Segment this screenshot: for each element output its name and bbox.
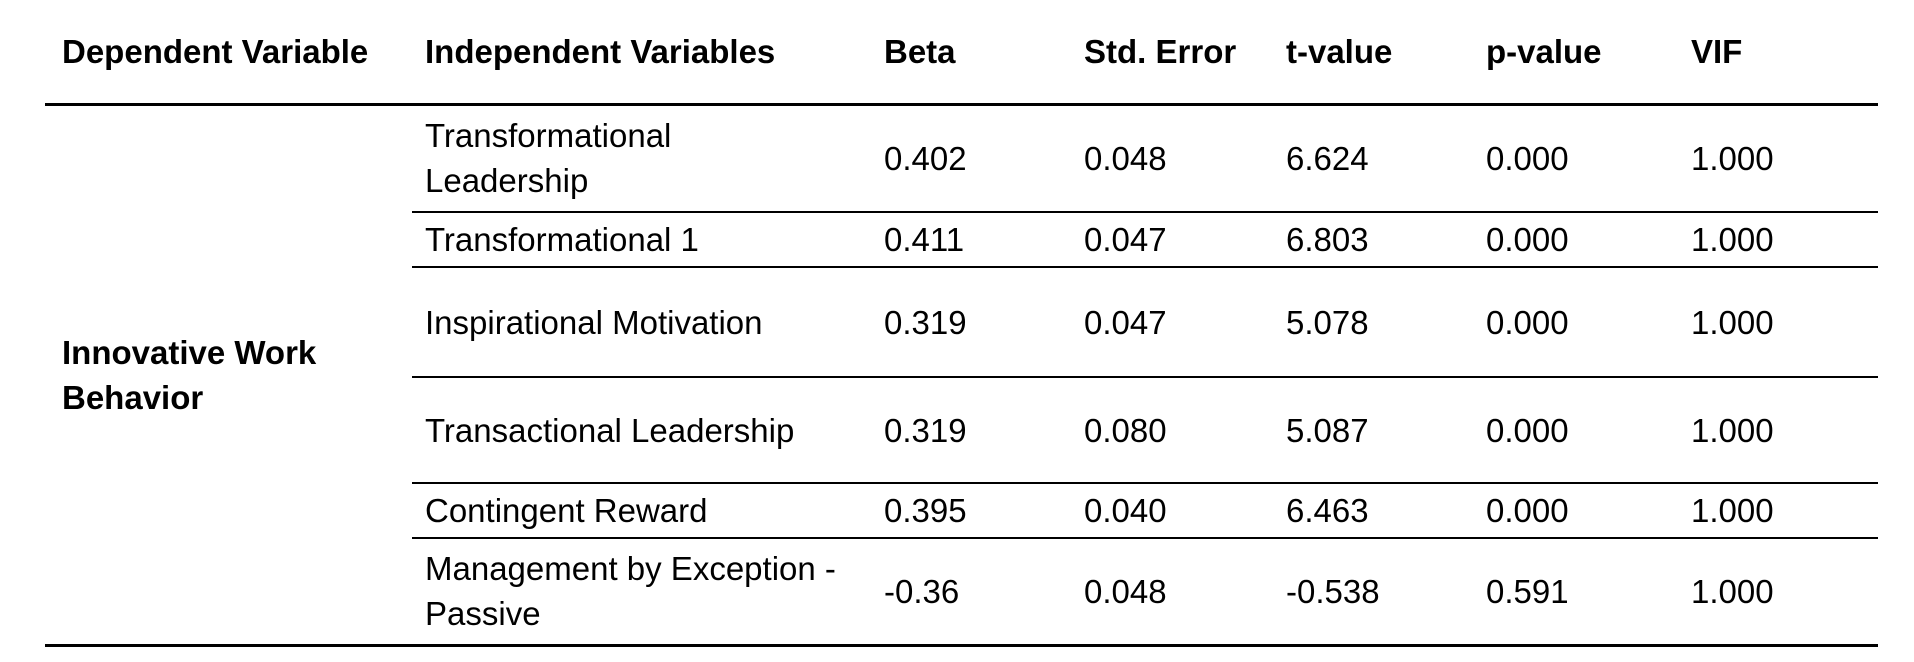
beta-cell: 0.411 — [870, 212, 1070, 268]
table-row: Transformational 1 0.411 0.047 6.803 0.0… — [45, 212, 1878, 268]
std-error-cell: 0.040 — [1070, 483, 1272, 539]
independent-variable-cell: Transactional Leadership — [412, 377, 870, 484]
table-row: Management by Exception - Passive -0.36 … — [45, 538, 1878, 647]
p-value-cell: 0.000 — [1472, 104, 1677, 213]
p-value-cell: 0.000 — [1472, 267, 1677, 378]
table-row: Innovative Work Behavior Transformationa… — [45, 104, 1878, 647]
vif-cell: 1.000 — [1677, 538, 1878, 647]
t-value-cell: 5.087 — [1272, 377, 1472, 484]
vif-cell: 1.000 — [1677, 212, 1878, 268]
beta-cell: 0.395 — [870, 483, 1070, 539]
column-header-t-value: t-value — [1272, 0, 1472, 106]
column-header-p-value: p-value — [1472, 0, 1677, 106]
table-row: Inspirational Motivation 0.319 0.047 5.0… — [45, 267, 1878, 378]
std-error-cell: 0.047 — [1070, 212, 1272, 268]
p-value-cell: 0.000 — [1472, 377, 1677, 484]
t-value-cell: 6.803 — [1272, 212, 1472, 268]
dependent-variable-cell: Innovative Work Behavior — [45, 104, 412, 647]
header-row: Dependent Variable Independent Variables… — [45, 0, 1878, 106]
t-value-cell: 5.078 — [1272, 267, 1472, 378]
independent-variable-cell: Transformational Leadership — [412, 104, 870, 213]
column-header-vif: VIF — [1677, 0, 1878, 106]
beta-cell: 0.402 — [870, 104, 1070, 213]
vif-cell: 1.000 — [1677, 483, 1878, 539]
vif-cell: 1.000 — [1677, 377, 1878, 484]
std-error-cell: 0.048 — [1070, 104, 1272, 213]
p-value-cell: 0.591 — [1472, 538, 1677, 647]
column-header-std-error: Std. Error — [1070, 0, 1272, 106]
vif-cell: 1.000 — [1677, 267, 1878, 378]
t-value-cell: 6.624 — [1272, 104, 1472, 213]
independent-variable-cell: Inspirational Motivation — [412, 267, 870, 378]
beta-cell: 0.319 — [870, 267, 1070, 378]
independent-variable-cell: Contingent Reward — [412, 483, 870, 539]
p-value-cell: 0.000 — [1472, 483, 1677, 539]
t-value-cell: -0.538 — [1272, 538, 1472, 647]
beta-cell: -0.36 — [870, 538, 1070, 647]
regression-results-table: Dependent Variable Independent Variables… — [45, 0, 1878, 647]
column-header-beta: Beta — [870, 0, 1070, 106]
table-row: Transactional Leadership 0.319 0.080 5.0… — [45, 377, 1878, 484]
p-value-cell: 0.000 — [1472, 212, 1677, 268]
t-value-cell: 6.463 — [1272, 483, 1472, 539]
column-header-independent-variables: Independent Variables — [412, 0, 870, 106]
std-error-cell: 0.080 — [1070, 377, 1272, 484]
std-error-cell: 0.048 — [1070, 538, 1272, 647]
std-error-cell: 0.047 — [1070, 267, 1272, 378]
independent-variable-cell: Transformational 1 — [412, 212, 870, 268]
vif-cell: 1.000 — [1677, 104, 1878, 213]
beta-cell: 0.319 — [870, 377, 1070, 484]
independent-variable-cell: Management by Exception - Passive — [412, 538, 870, 647]
column-header-dependent-variable: Dependent Variable — [45, 0, 412, 106]
table-row: Contingent Reward 0.395 0.040 6.463 0.00… — [45, 483, 1878, 539]
